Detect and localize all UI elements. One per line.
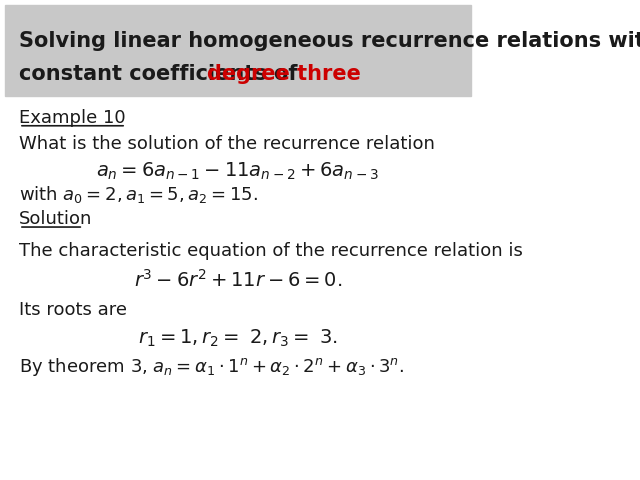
Text: $a_n = 6a_{n-1} - 11a_{n-2}+6a_{n-3}$: $a_n = 6a_{n-1} - 11a_{n-2}+6a_{n-3}$ [97,160,379,181]
Text: What is the solution of the recurrence relation: What is the solution of the recurrence r… [19,135,435,153]
Text: $r^3 - 6r^2 + 11r - 6 = 0.$: $r^3 - 6r^2 + 11r - 6 = 0.$ [134,268,342,290]
Text: degree three: degree three [207,64,361,84]
Text: with $a_0 = 2, a_1 = 5, a_2 = 15.$: with $a_0 = 2, a_1 = 5, a_2 = 15.$ [19,184,258,205]
Text: Example 10: Example 10 [19,108,125,127]
Text: Its roots are: Its roots are [19,300,127,319]
Text: constant coefficients of: constant coefficients of [19,64,305,84]
Text: Solving linear homogeneous recurrence relations with: Solving linear homogeneous recurrence re… [19,31,640,51]
FancyBboxPatch shape [4,5,471,96]
Text: $r_1 = 1, r_2 =\ 2, r_3 =\ 3.$: $r_1 = 1, r_2 =\ 2, r_3 =\ 3.$ [138,328,337,349]
Text: By theorem 3, $a_n = \alpha_1 \cdot 1^n + \alpha_2 \cdot 2^n +\alpha_3 \cdot 3^n: By theorem 3, $a_n = \alpha_1 \cdot 1^n … [19,356,404,378]
Text: Solution: Solution [19,210,92,228]
Text: The characteristic equation of the recurrence relation is: The characteristic equation of the recur… [19,241,523,260]
